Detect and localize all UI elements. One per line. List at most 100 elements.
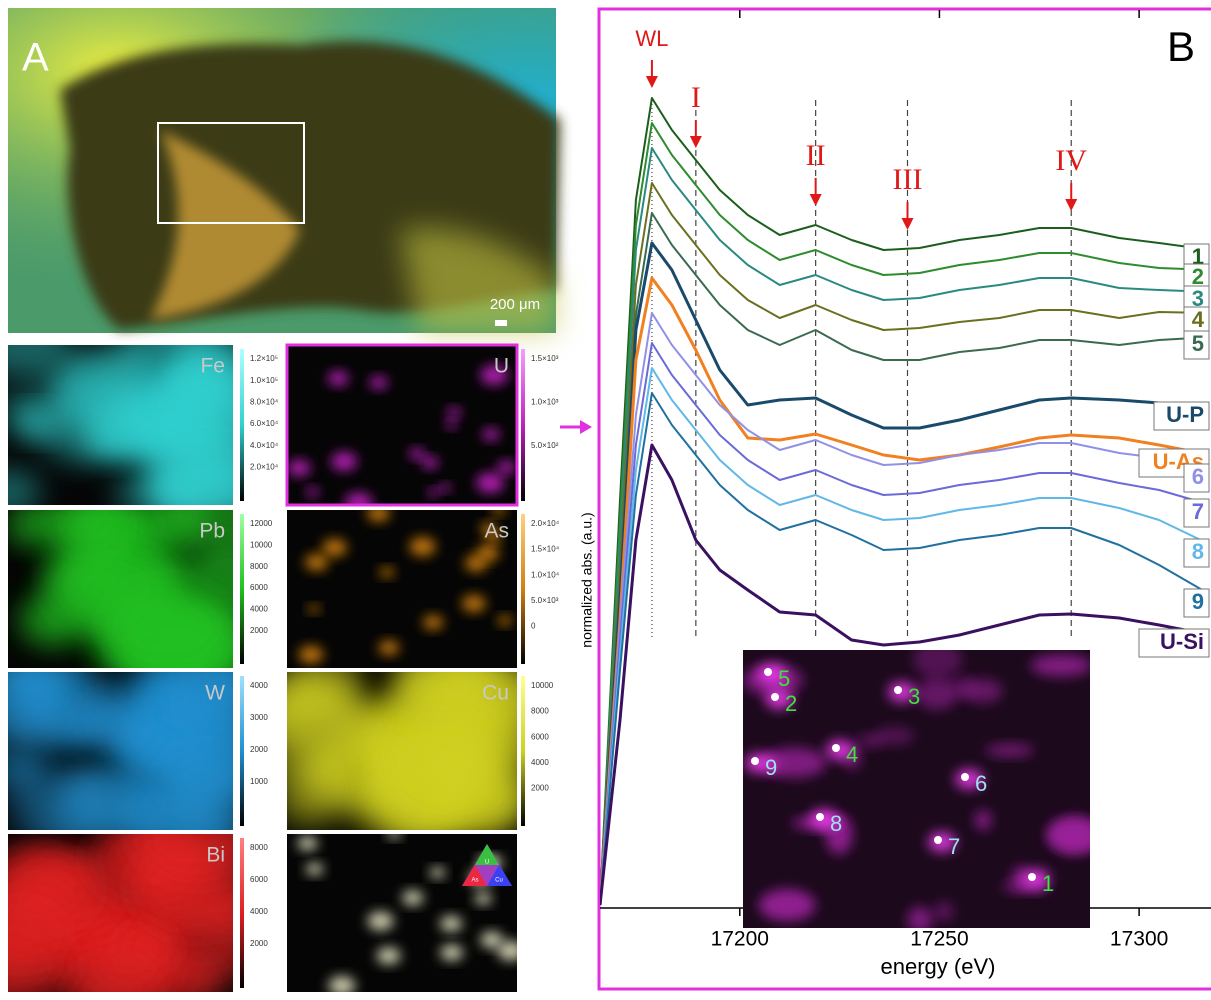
colorbar-tick-label: 1.5×10⁴ [531, 545, 560, 554]
map-blob [492, 505, 505, 515]
colorbar-tick-label: 1.0×10⁴ [531, 570, 560, 579]
colorbar [240, 349, 244, 501]
triangle-label: U [485, 860, 489, 866]
element-label: U [494, 355, 509, 378]
peak-arrowhead [646, 76, 658, 88]
colorbar-tick-label: 2000 [531, 784, 549, 793]
map-blob [428, 488, 440, 496]
map-blob [482, 428, 499, 440]
panel-label: B [1167, 23, 1195, 70]
figure: A 200 μm Fe1.2×10⁵1.0×10⁵8.0×10⁴6.0×10⁴4… [0, 0, 1211, 995]
map-blob [379, 640, 400, 655]
x-tick-label: 17200 [711, 928, 769, 951]
map-blob [447, 407, 462, 417]
colorbar-tick-label: 3000 [250, 713, 268, 722]
element-label: Fe [200, 355, 225, 378]
map-blob [402, 890, 423, 905]
colorbar-tick-label: 6000 [250, 583, 268, 592]
peak-label: IV [1055, 144, 1087, 177]
colorbar [521, 349, 525, 501]
peak-arrowhead [1065, 199, 1077, 211]
map-blob [299, 646, 324, 664]
map-blob [106, 583, 228, 670]
map-blob [368, 912, 394, 931]
inset-point [751, 757, 759, 765]
inset-blob [913, 640, 962, 678]
panel-label: A [22, 36, 49, 80]
map-blob [465, 555, 488, 571]
element-map: W4000300020001000 [0, 641, 281, 860]
map-blob [409, 448, 425, 459]
map-background [287, 510, 517, 668]
series-label: 6 [1192, 464, 1204, 489]
colorbar [240, 514, 244, 664]
colorbar-tick-label: 10000 [250, 540, 273, 549]
map-blob [430, 867, 445, 878]
inset-blob [934, 902, 954, 921]
peak-arrowhead [810, 194, 822, 206]
colorbar [521, 514, 525, 664]
colorbar-tick-label: 8000 [531, 707, 549, 716]
element-label: W [205, 682, 225, 705]
inset-point-label: 1 [1042, 871, 1054, 896]
inset-blob [1031, 654, 1092, 676]
map-blob [80, 697, 143, 742]
colorbar-tick-label: 12000 [250, 519, 273, 528]
x-tick-label: 17300 [1110, 928, 1168, 951]
map-blob [162, 749, 246, 809]
map-blob [497, 461, 515, 474]
map-blob [91, 935, 170, 991]
colorbar-tick-label: 1.0×10⁵ [250, 376, 278, 385]
inset-point [764, 668, 772, 676]
map-blob [277, 782, 342, 828]
connector-head [580, 420, 592, 434]
inset-point-label: 5 [778, 666, 790, 691]
map-blob [480, 932, 503, 948]
colorbar-tick-label: 6000 [531, 732, 549, 741]
colorbar-tick-label: 2.0×10⁴ [250, 462, 279, 471]
colorbar-tick-label: 1.0×10³ [531, 397, 559, 406]
map-blob [380, 567, 394, 577]
map-blob [14, 408, 56, 438]
map-blob [254, 680, 368, 761]
map-blob [440, 944, 463, 960]
map-blob [370, 376, 388, 389]
inset-blob [963, 679, 1002, 704]
map-blob [288, 460, 311, 476]
map-blob [445, 421, 457, 429]
triangle-label: Cu [495, 878, 503, 884]
inset-blob [986, 744, 1034, 756]
map-blob [298, 836, 318, 850]
colorbar-tick-label: 1.5×10³ [531, 354, 559, 363]
peak-label: WL [635, 26, 668, 51]
element-map: UAsCu [287, 829, 524, 995]
map-blob [439, 484, 451, 492]
colorbar-tick-label: 5.0×10² [531, 441, 559, 450]
map-blob [476, 473, 504, 493]
map-blob [329, 976, 356, 995]
colorbar [240, 838, 244, 988]
peak-label: I [691, 81, 701, 114]
element-label: As [484, 520, 509, 543]
map-blob [498, 616, 512, 626]
inset-point-label: 8 [830, 811, 842, 836]
inset-point-label: 3 [908, 684, 920, 709]
x-axis-label: energy (eV) [881, 954, 996, 979]
map-blob [423, 615, 443, 629]
inset-blob [916, 678, 957, 710]
colorbar-tick-label: 8000 [250, 843, 268, 852]
photo [8, 8, 560, 333]
map-blob [475, 892, 492, 904]
colorbar-tick-label: 0 [531, 622, 536, 631]
colorbar [240, 676, 244, 826]
map-blob [331, 452, 357, 471]
inset-point [816, 813, 824, 821]
series-label: U-P [1166, 402, 1204, 427]
element-map: As2.0×10⁴1.5×10⁴1.0×10⁴5.0×10³0 [287, 505, 560, 668]
colorbar-tick-label: 2000 [250, 939, 268, 948]
map-blob [345, 493, 373, 513]
inset-blob [975, 810, 991, 830]
element-label: Pb [199, 520, 225, 543]
inset-point-label: 4 [846, 742, 858, 767]
